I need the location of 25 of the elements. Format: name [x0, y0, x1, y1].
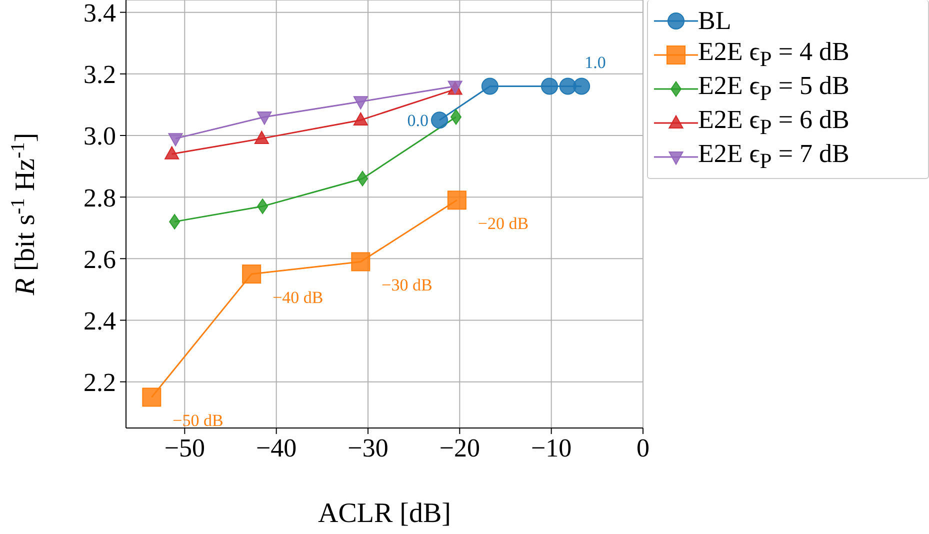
y-tick-label: 2.2 — [84, 368, 116, 398]
y-tick-label: 2.6 — [84, 244, 116, 274]
annotation: −30 dB — [382, 276, 432, 295]
x-tick-label: −50 — [164, 433, 206, 462]
legend-label: BL — [698, 6, 732, 36]
y-tick-label: 3.4 — [84, 0, 116, 28]
y-tick-label: 3.2 — [84, 60, 116, 90]
legend-label: E2E ϵ$_{P}$ = 6 dB — [698, 105, 850, 141]
y-tick-label: 3.0 — [84, 122, 116, 151]
x-tick-label: −40 — [256, 433, 297, 462]
x-axis-title: ACLR [dB] — [318, 498, 451, 529]
x-tick-label: −10 — [530, 433, 572, 462]
annotation: 0.0 — [407, 111, 428, 130]
x-tick-label: −20 — [439, 433, 480, 462]
y-tick-label: 2.4 — [84, 306, 116, 336]
annotation: −50 dB — [172, 411, 224, 430]
legend-label: E2E ϵ$_{P}$ = 7 dB — [698, 139, 850, 175]
legend-label: E2E ϵ$_{P}$ = 5 dB — [698, 71, 850, 107]
annotation: −40 dB — [272, 288, 324, 308]
x-tick-label: 0 — [636, 433, 650, 462]
y-tick-label: 2.8 — [84, 183, 116, 212]
annotation: −20 dB — [478, 214, 529, 234]
x-tick-label: −30 — [348, 433, 388, 462]
annotation: 1.0 — [584, 53, 606, 72]
legend-label: E2E ϵ$_{P}$ = 4 dB — [698, 37, 850, 73]
